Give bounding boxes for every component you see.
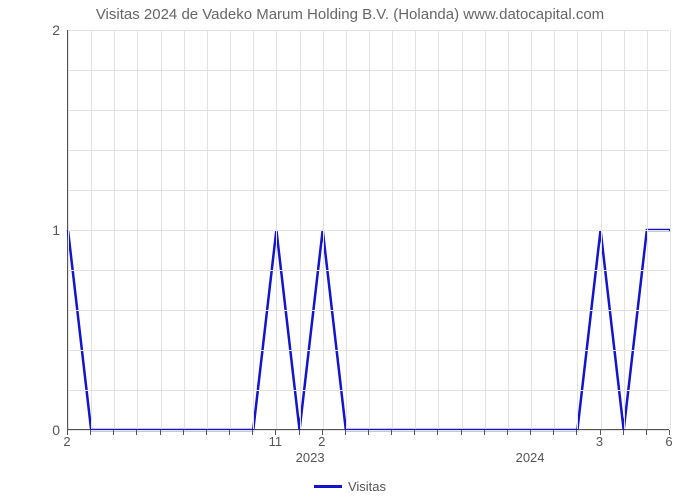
x-tick-label: 2 (63, 434, 70, 449)
x-tick (553, 430, 554, 435)
x-tick (345, 430, 346, 435)
x-tick (461, 430, 462, 435)
grid-v (438, 30, 439, 429)
grid-v (91, 30, 92, 429)
x-tick (113, 430, 114, 435)
grid-v (624, 30, 625, 429)
x-tick (90, 430, 91, 435)
x-tick-label: 11 (269, 434, 283, 449)
grid-v (68, 30, 69, 429)
grid-v (207, 30, 208, 429)
grid-v (531, 30, 532, 429)
chart-title: Visitas 2024 de Vadeko Marum Holding B.V… (0, 6, 700, 23)
x-tick (183, 430, 184, 435)
plot-area (67, 30, 669, 430)
grid-v (346, 30, 347, 429)
x-tick (229, 430, 230, 435)
grid-v (485, 30, 486, 429)
grid-v (161, 30, 162, 429)
x-tick (507, 430, 508, 435)
x-tick (206, 430, 207, 435)
x-tick (252, 430, 253, 435)
x-tick (391, 430, 392, 435)
grid-v (415, 30, 416, 429)
grid-v (554, 30, 555, 429)
grid-v (114, 30, 115, 429)
x-year-label: 2023 (296, 450, 325, 465)
x-year-label: 2024 (516, 450, 545, 465)
grid-v (601, 30, 602, 429)
grid-v (369, 30, 370, 429)
legend: Visitas (0, 478, 700, 494)
grid-v (462, 30, 463, 429)
x-tick (530, 430, 531, 435)
x-tick (160, 430, 161, 435)
grid-v (137, 30, 138, 429)
grid-v (300, 30, 301, 429)
grid-v (184, 30, 185, 429)
x-tick (646, 430, 647, 435)
grid-v (253, 30, 254, 429)
x-tick (136, 430, 137, 435)
x-tick (484, 430, 485, 435)
x-tick-label: 3 (596, 434, 603, 449)
chart-container: Visitas 2024 de Vadeko Marum Holding B.V… (0, 0, 700, 500)
legend-label: Visitas (348, 479, 386, 494)
x-tick (414, 430, 415, 435)
grid-v (670, 30, 671, 429)
grid-v (323, 30, 324, 429)
x-tick (576, 430, 577, 435)
grid-v (577, 30, 578, 429)
x-tick (437, 430, 438, 435)
y-tick-label: 0 (30, 422, 60, 438)
grid-v (647, 30, 648, 429)
x-tick (299, 430, 300, 435)
x-tick-label: 6 (665, 434, 672, 449)
y-tick-label: 2 (30, 22, 60, 38)
x-tick (623, 430, 624, 435)
y-tick-label: 1 (30, 222, 60, 238)
grid-v (508, 30, 509, 429)
x-tick-label: 2 (318, 434, 325, 449)
grid-v (230, 30, 231, 429)
legend-swatch (314, 485, 342, 488)
grid-v (276, 30, 277, 429)
grid-v (392, 30, 393, 429)
x-tick (368, 430, 369, 435)
